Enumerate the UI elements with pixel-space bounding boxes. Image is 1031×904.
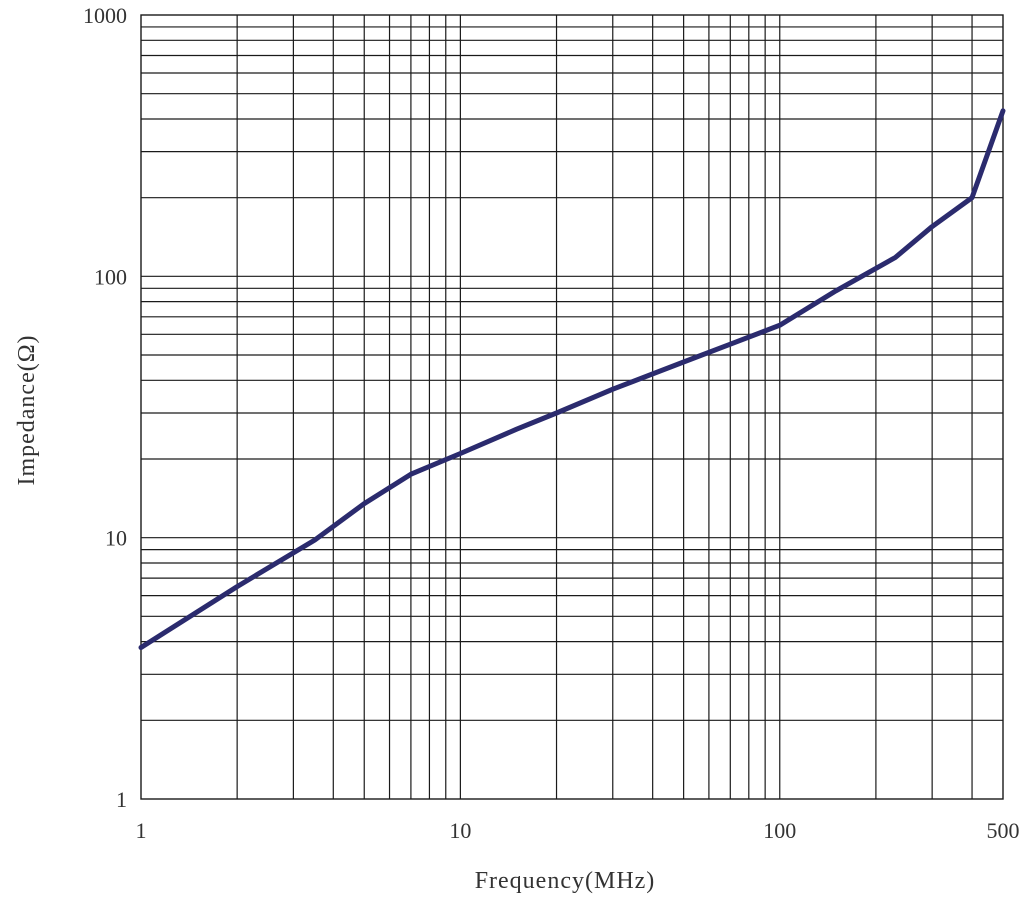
x-axis-title: Frequency(MHz) (475, 868, 656, 894)
y-tick-label: 100 (94, 264, 127, 289)
impedance-curve (138, 108, 1006, 650)
y-tick-label: 1000 (83, 3, 127, 28)
plot-frame (140, 14, 1004, 800)
y-axis-ticks: 1 10 100 1000 (83, 3, 127, 812)
x-tick-label: 100 (763, 818, 796, 843)
x-tick-label: 1 (136, 818, 147, 843)
y-tick-label: 10 (105, 526, 127, 551)
x-tick-label: 500 (987, 818, 1020, 843)
x-axis-ticks: 1 10 100 500 (136, 818, 1020, 843)
x-tick-label: 10 (449, 818, 471, 843)
y-axis-title: Impedance(Ω) (14, 334, 40, 485)
series-group (138, 108, 1006, 650)
y-tick-label: 1 (116, 787, 127, 812)
